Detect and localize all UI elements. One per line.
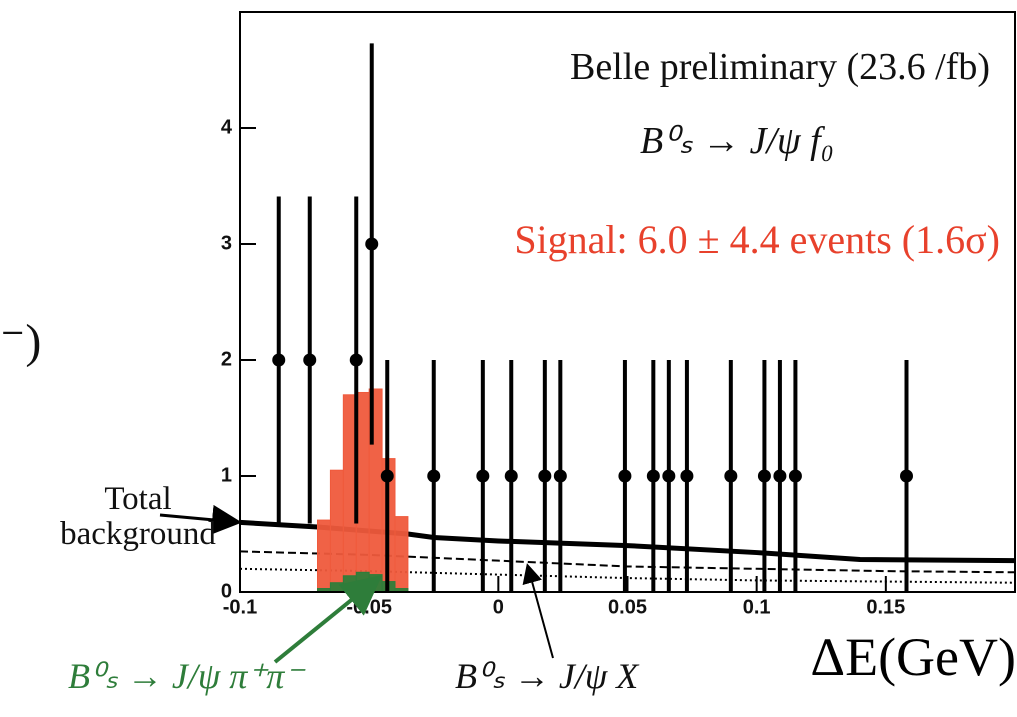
x-axis-label: ΔE(GeV) <box>810 627 1016 687</box>
y-tick-label: 0 <box>221 580 232 602</box>
data-point <box>272 353 286 367</box>
x-tick-label: -0.1 <box>223 596 257 618</box>
data-point <box>349 353 363 367</box>
arrow <box>522 563 554 659</box>
histogram-bar <box>317 519 331 593</box>
y-tick-label: 3 <box>221 232 232 254</box>
series-label: B⁰ₛ → J/ψ X <box>455 656 639 696</box>
annotation: Signal: 6.0 ± 4.4 events (1.6σ) <box>514 217 1000 262</box>
data-point <box>380 469 394 483</box>
line <box>239 550 1016 574</box>
x-tick-label: 0.15 <box>866 596 905 618</box>
data-point <box>900 469 913 483</box>
data-point <box>303 353 317 367</box>
series-label: B⁰ₛ → J/ψ π⁺π⁻ <box>68 656 304 696</box>
data-point <box>427 469 441 483</box>
y-tick-label: 1 <box>221 464 232 486</box>
plot-frame <box>239 11 1016 593</box>
data-point <box>504 469 518 483</box>
data-point <box>365 237 379 251</box>
y-tick-label: 4 <box>221 116 233 138</box>
data-point <box>773 469 787 483</box>
data-point <box>618 469 632 483</box>
histogram-bar <box>394 516 409 593</box>
histogram-bar <box>342 575 357 593</box>
data-point <box>538 469 552 483</box>
line <box>239 567 1016 584</box>
data-point <box>476 469 490 483</box>
data-point <box>724 469 738 483</box>
y-tick-label: 2 <box>221 348 232 370</box>
histogram-bar <box>329 582 344 593</box>
data-point <box>680 469 694 483</box>
data-point <box>757 469 771 483</box>
annotation: Belle preliminary (23.6 /fb) <box>570 46 990 88</box>
data-point <box>788 469 802 483</box>
histogram-bar <box>329 469 344 593</box>
data-point <box>662 469 676 483</box>
annotation: ⁻) <box>0 315 42 368</box>
x-tick-label: 0.05 <box>608 596 647 618</box>
annotation: B⁰ₛ → J/ψ f₀ <box>640 120 834 162</box>
x-tick-label: 0.1 <box>743 596 771 618</box>
arrow <box>273 574 383 664</box>
arrow <box>159 504 242 535</box>
x-tick-label: 0 <box>493 596 504 618</box>
series-label: Total background <box>60 481 216 552</box>
data-point <box>646 469 660 483</box>
data-point <box>553 469 567 483</box>
